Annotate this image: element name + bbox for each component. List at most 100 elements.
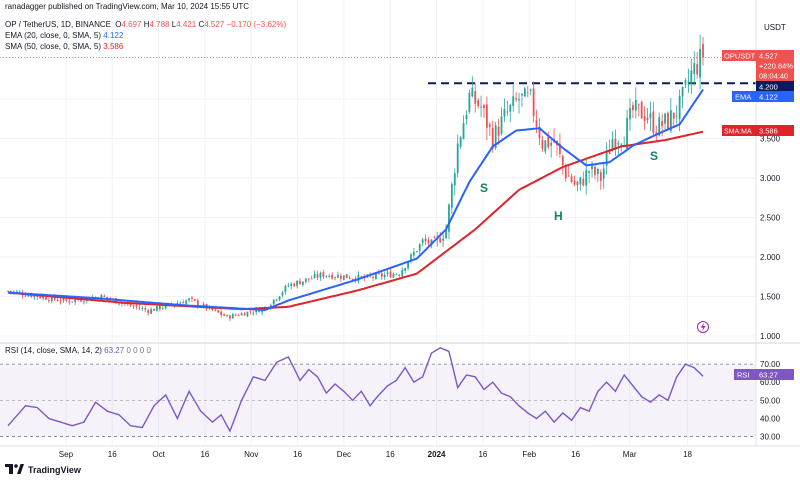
candle-body	[380, 273, 383, 277]
candle-body	[386, 272, 389, 275]
candle-body	[176, 303, 179, 305]
candle-body	[632, 104, 634, 111]
candle-body	[439, 238, 442, 243]
candle	[325, 275, 328, 279]
candle	[193, 298, 196, 302]
candle-body	[448, 204, 450, 232]
candle-body	[135, 305, 138, 307]
sma-badge-value: 3.586	[759, 127, 778, 136]
candle-body	[302, 281, 304, 285]
candle-body	[275, 299, 278, 301]
candle-body	[398, 275, 401, 276]
candle-body	[605, 151, 608, 166]
ema-legend-label: EMA (20, close, 0, SMA, 5)	[5, 31, 102, 40]
candle	[453, 168, 456, 196]
candle-body	[669, 110, 672, 132]
rsi-panel	[0, 363, 756, 437]
candle	[191, 296, 193, 302]
candle-body	[47, 299, 50, 301]
rsi-tick-label: 60.00	[760, 378, 781, 387]
candle	[652, 101, 655, 136]
candle	[608, 139, 611, 155]
candle-body	[339, 276, 342, 279]
time-tick-label: 16	[108, 450, 117, 459]
ohlc-h: 4.788	[149, 20, 170, 29]
ema-legend-value: 4.122	[103, 31, 124, 40]
rsi-legend[interactable]: RSI (14, close, SMA, 14, 2) 63.27 0 0 0 …	[5, 346, 151, 355]
candle	[418, 243, 421, 255]
candle-body	[526, 92, 529, 94]
candle-body	[585, 170, 588, 186]
sma-legend[interactable]: SMA (50, close, 0, SMA, 5) 3.586	[5, 42, 123, 51]
candle	[328, 273, 331, 278]
rsi-line	[7, 347, 704, 433]
candle-body	[24, 295, 27, 297]
candle	[179, 301, 182, 304]
candle-body	[103, 295, 106, 297]
candle	[486, 96, 488, 141]
sma-badge: SMA:MA 3.586	[722, 125, 794, 136]
candle-body	[465, 115, 468, 120]
candle-body	[179, 302, 182, 304]
candle	[337, 271, 339, 278]
candle	[421, 237, 424, 247]
candle-body	[445, 229, 447, 239]
candle-body	[395, 274, 398, 276]
candle-body	[185, 300, 188, 304]
candle-body	[471, 87, 474, 97]
candle	[602, 162, 605, 189]
candle	[415, 250, 418, 253]
candle-body	[415, 251, 418, 253]
candle-body	[427, 240, 430, 244]
candle	[699, 34, 701, 90]
candle-body	[468, 92, 471, 112]
candle	[643, 106, 646, 131]
candle-body	[450, 184, 453, 208]
sma-50-line	[7, 130, 704, 311]
alert-lightning-icon[interactable]	[697, 321, 709, 333]
candle-body	[407, 262, 409, 269]
candle	[313, 270, 316, 279]
candle-body	[684, 80, 687, 85]
rsi-badge-label: RSI	[737, 371, 750, 380]
candle	[229, 314, 231, 322]
time-tick-label: 16	[293, 450, 302, 459]
candle	[223, 313, 225, 317]
candle-body	[433, 237, 436, 239]
ema-legend[interactable]: EMA (20, close, 0, SMA, 5) 4.122	[5, 31, 123, 40]
candle	[246, 311, 249, 318]
candle-body	[599, 172, 602, 181]
candle	[188, 297, 190, 303]
candle-body	[144, 308, 147, 310]
candle-body	[217, 310, 220, 313]
candle	[637, 103, 640, 117]
candle-body	[515, 98, 518, 100]
candle-body	[582, 178, 585, 186]
time-axis[interactable]: Sep 16 Oct 16 Nov 16 Dec 16 2024 16 Feb 16 Mar 18	[59, 450, 693, 459]
candle	[322, 269, 325, 280]
candle	[588, 170, 591, 183]
candle-body	[614, 138, 617, 149]
candle-body	[573, 180, 576, 185]
rsi-axis[interactable]: 70.00 60.00 50.00 40.00 30.00	[760, 360, 781, 441]
time-tick-label: Sep	[59, 450, 74, 459]
candle	[71, 301, 74, 303]
candle-body	[360, 275, 363, 277]
candle-body	[193, 299, 196, 301]
ema-20-line	[7, 88, 704, 312]
candle-body	[141, 308, 144, 309]
candle	[372, 275, 374, 282]
candle	[389, 267, 392, 278]
candle-body	[518, 99, 520, 101]
candle	[310, 275, 313, 280]
symbol-badge-countdown: 08:04:40	[759, 72, 788, 81]
symbol-line[interactable]: OP / TetherUS, 1D, BINANCE	[5, 20, 111, 29]
time-tick-label: 16	[478, 450, 487, 459]
candle-body	[611, 139, 614, 151]
rsi-tick-label: 30.00	[760, 433, 781, 442]
candle-body	[474, 91, 477, 104]
price-tick-label: 3.500	[760, 135, 781, 144]
candle	[319, 271, 322, 281]
candle-body	[620, 144, 623, 146]
